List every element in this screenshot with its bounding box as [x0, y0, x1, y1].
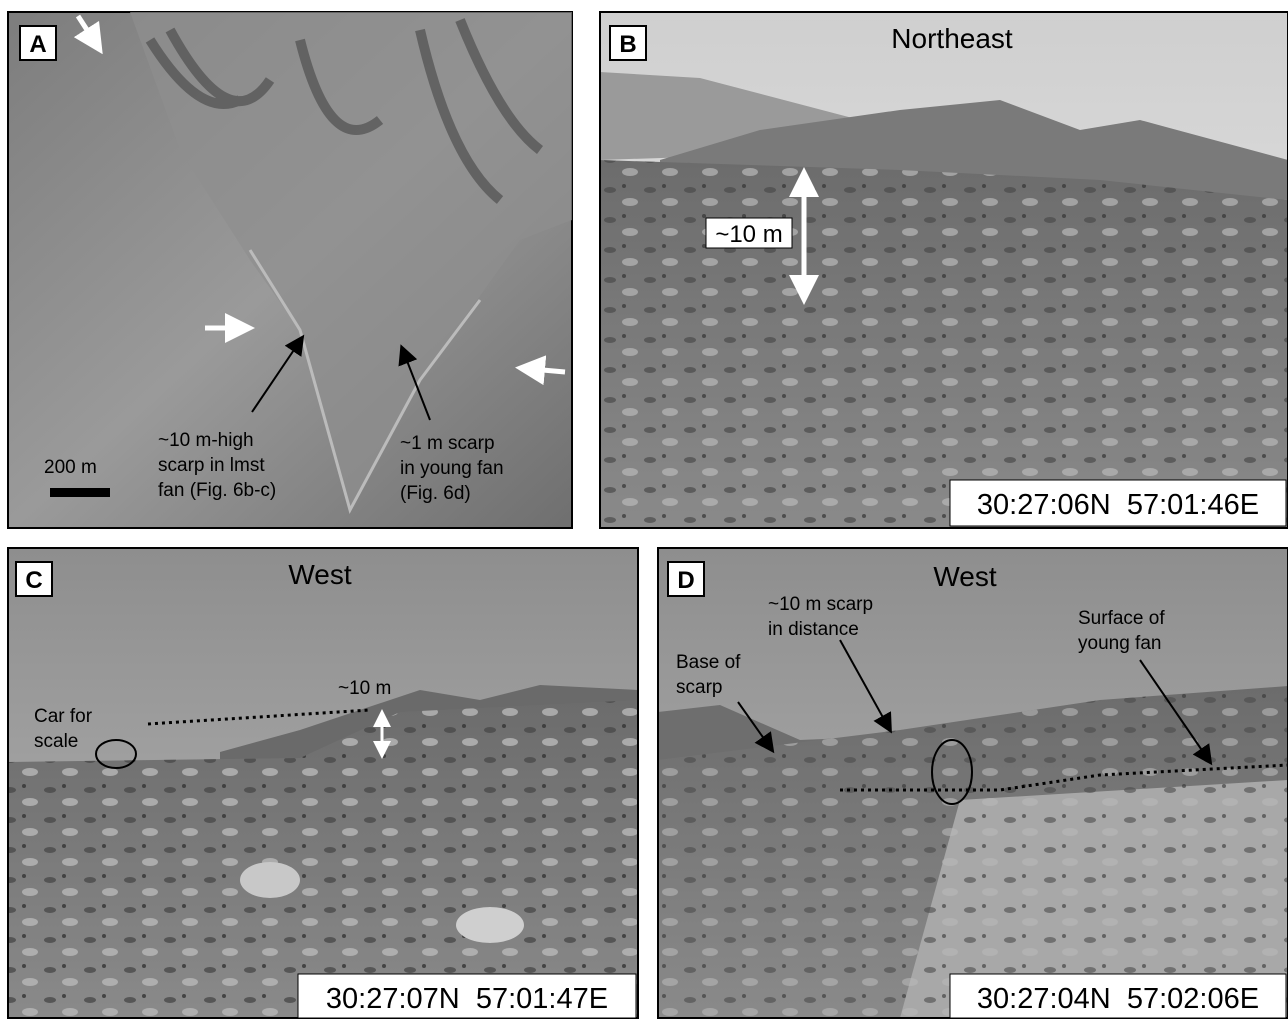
panel-c: ~10 m Car for scale C West 30:27:07N 57:…: [8, 548, 638, 1018]
panel-d: ~10 m scarp in distance Base of scarp Su…: [658, 548, 1288, 1018]
figure: A 200 m ~10 m-high scarp in lmst fan (Fi…: [0, 0, 1288, 1020]
panel-a: A 200 m ~10 m-high scarp in lmst fan (Fi…: [8, 12, 572, 528]
coordinates: 30:27:06N 57:01:46E: [977, 489, 1259, 521]
annotation: ~10 m: [338, 678, 391, 699]
annotation: (Fig. 6d): [400, 483, 471, 504]
coordinates: 30:27:07N 57:01:47E: [326, 983, 608, 1015]
scale-bar: [50, 488, 110, 497]
scale-label: 200 m: [44, 457, 97, 478]
boulder: [456, 907, 524, 943]
rocks: [600, 160, 1288, 528]
coordinates: 30:27:04N 57:02:06E: [977, 983, 1259, 1015]
annotation: young fan: [1078, 633, 1161, 654]
annotation: Car for: [34, 706, 93, 727]
panel-title: West: [933, 561, 996, 592]
annotation: Surface of: [1078, 608, 1165, 629]
annotation: Base of: [676, 652, 741, 673]
annotation: ~10 m scarp: [768, 594, 873, 615]
panel-label: A: [29, 31, 46, 58]
annotation: fan (Fig. 6b-c): [158, 480, 276, 501]
annotation: scale: [34, 731, 78, 752]
annotation: scarp in lmst: [158, 455, 265, 476]
panel-b: ~10 m B Northeast 30:27:06N 57:01:46E: [600, 12, 1288, 528]
annotation: scarp: [676, 677, 722, 698]
annotation: ~1 m scarp: [400, 433, 495, 454]
annotation: in young fan: [400, 458, 504, 479]
annotation: ~10 m: [715, 221, 782, 248]
panel-title: West: [288, 559, 351, 590]
panel-title: Northeast: [891, 23, 1013, 54]
panel-label: D: [677, 567, 694, 594]
boulder: [240, 862, 300, 898]
panel-label: C: [25, 567, 42, 594]
panel-label: B: [619, 31, 636, 58]
annotation: ~10 m-high: [158, 430, 254, 451]
annotation: in distance: [768, 619, 859, 640]
